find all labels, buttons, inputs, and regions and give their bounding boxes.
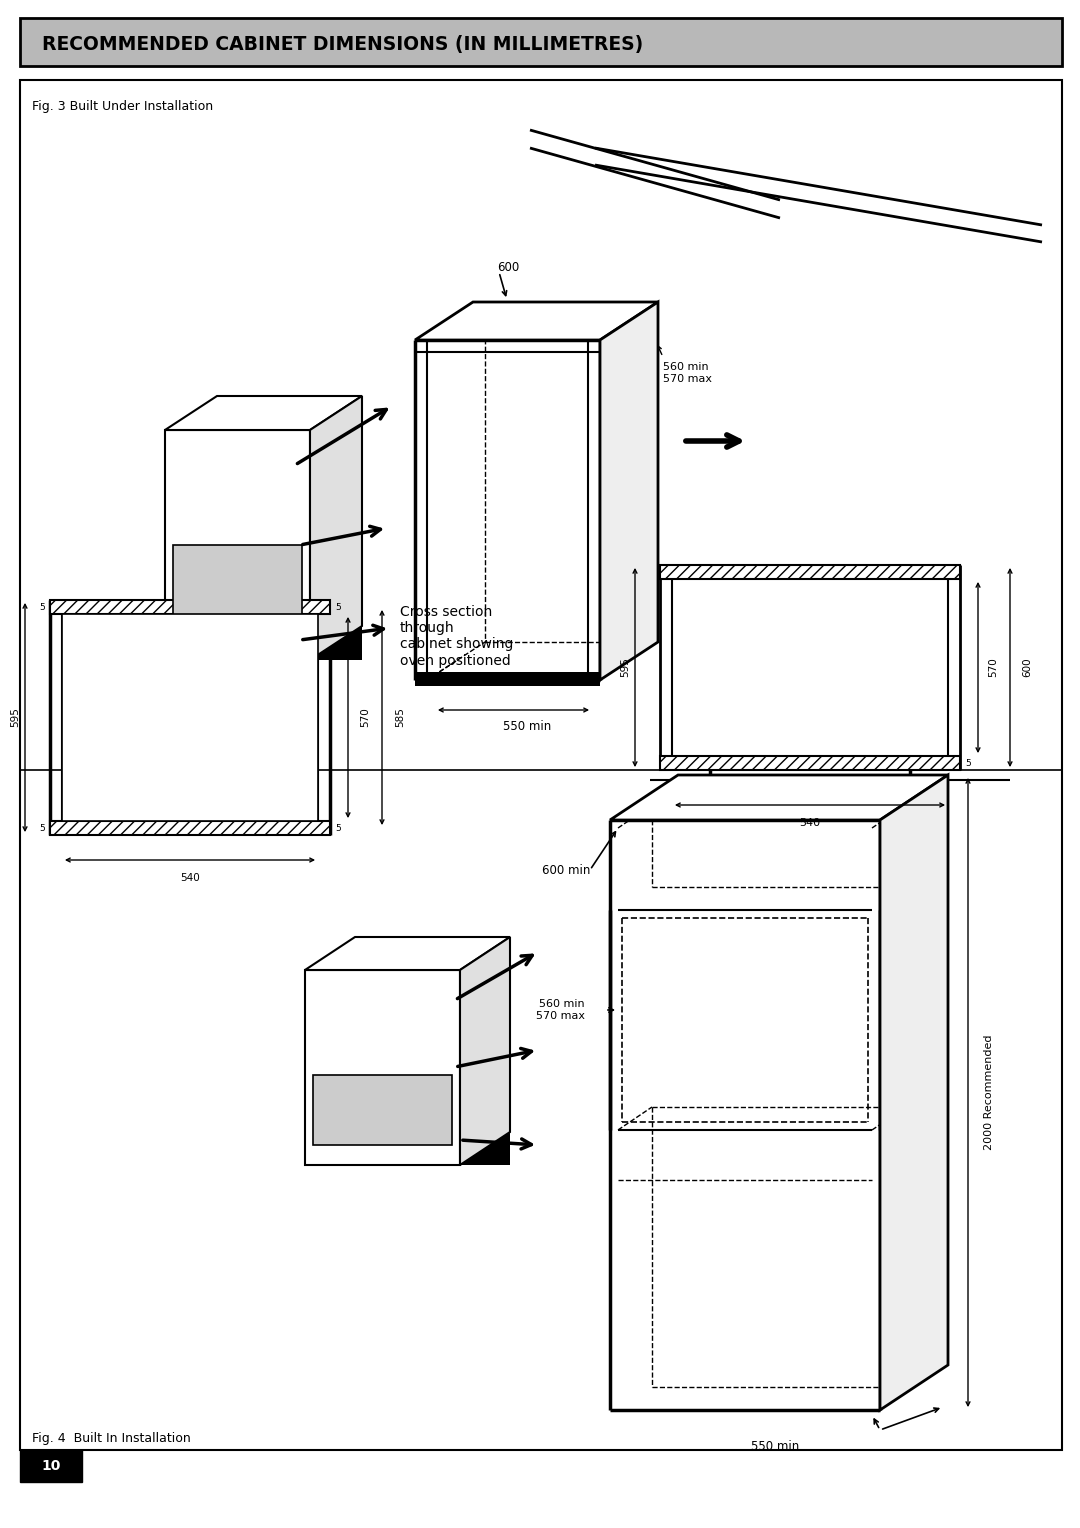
Text: 600: 600 bbox=[497, 261, 519, 274]
Text: 560 min
570 max: 560 min 570 max bbox=[536, 999, 585, 1021]
Bar bbox=[50, 601, 330, 614]
Text: 600 min: 600 min bbox=[542, 863, 590, 877]
Bar bbox=[62, 614, 318, 821]
Bar bbox=[165, 429, 310, 660]
Text: 540: 540 bbox=[180, 872, 200, 883]
Text: 600: 600 bbox=[1022, 657, 1032, 677]
Text: 5: 5 bbox=[966, 758, 971, 767]
Text: 10: 10 bbox=[41, 1459, 60, 1473]
Polygon shape bbox=[305, 937, 510, 970]
Polygon shape bbox=[600, 303, 658, 680]
Text: 595: 595 bbox=[620, 657, 630, 677]
Polygon shape bbox=[165, 396, 362, 429]
Text: 595: 595 bbox=[10, 707, 21, 727]
Bar bbox=[21, 18, 1062, 66]
Text: 550 min: 550 min bbox=[503, 720, 551, 733]
Polygon shape bbox=[460, 1132, 510, 1164]
Text: 5: 5 bbox=[335, 824, 341, 833]
Bar bbox=[660, 565, 960, 579]
Polygon shape bbox=[415, 303, 658, 341]
Polygon shape bbox=[310, 626, 362, 660]
Text: RECOMMENDED CABINET DIMENSIONS (IN MILLIMETRES): RECOMMENDED CABINET DIMENSIONS (IN MILLI… bbox=[42, 35, 644, 53]
Text: 550 min: 550 min bbox=[751, 1439, 799, 1453]
Text: 2000 Recommended: 2000 Recommended bbox=[984, 1034, 994, 1149]
Polygon shape bbox=[880, 775, 948, 1410]
Text: 540: 540 bbox=[799, 817, 821, 828]
Text: 5: 5 bbox=[39, 824, 45, 833]
Text: 560 min
570 max: 560 min 570 max bbox=[663, 362, 712, 384]
Bar bbox=[660, 756, 960, 770]
Text: 585: 585 bbox=[395, 707, 405, 727]
Polygon shape bbox=[610, 775, 948, 821]
Polygon shape bbox=[310, 396, 362, 660]
Text: 5: 5 bbox=[39, 602, 45, 611]
Bar bbox=[21, 1450, 82, 1482]
Text: 570: 570 bbox=[988, 657, 998, 677]
Text: Cross section
through
cabinet showing
oven positioned: Cross section through cabinet showing ov… bbox=[400, 605, 513, 668]
Text: 5: 5 bbox=[335, 602, 341, 611]
Bar bbox=[305, 970, 460, 1164]
Text: Fig. 3 Built Under Installation: Fig. 3 Built Under Installation bbox=[32, 99, 213, 113]
Polygon shape bbox=[460, 937, 510, 1164]
Bar bbox=[173, 545, 302, 636]
Bar bbox=[415, 672, 600, 686]
Text: 570: 570 bbox=[360, 707, 370, 727]
Bar bbox=[50, 821, 330, 834]
Text: Fig. 4  Built In Installation: Fig. 4 Built In Installation bbox=[32, 1432, 191, 1445]
Bar bbox=[313, 1076, 453, 1144]
Bar bbox=[21, 79, 1062, 1450]
